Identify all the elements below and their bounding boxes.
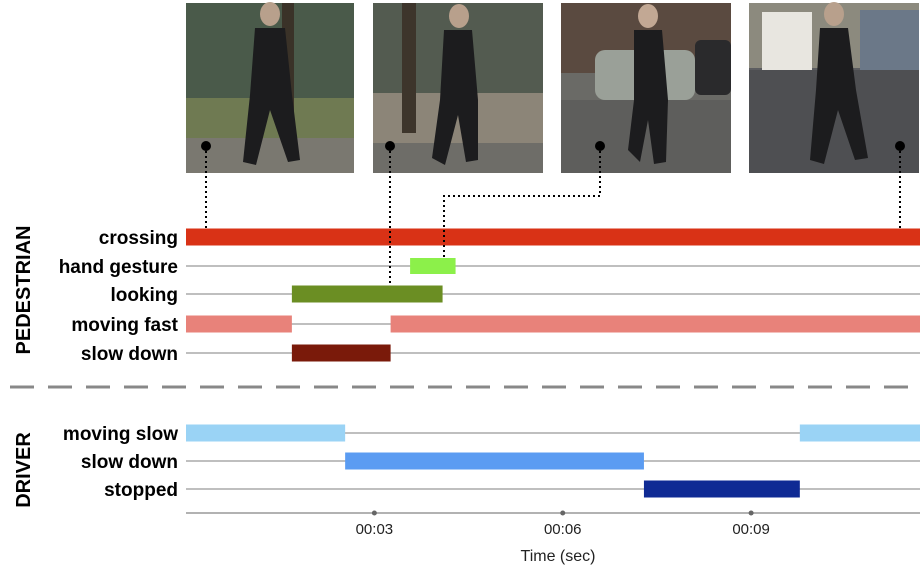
row-pedestrian-hand-gesture-label: hand gesture — [59, 257, 178, 278]
connector-frame-3-line — [443, 146, 601, 258]
row-pedestrian-moving-fast-segment-2 — [390, 315, 920, 333]
row-driver-moving-slow-segment-1 — [186, 424, 346, 442]
x-tick-label-1: 00:03 — [356, 521, 394, 538]
row-driver-stopped-segment-1 — [643, 480, 800, 498]
frame-strip — [186, 2, 919, 173]
frame-1-photo — [186, 2, 354, 173]
row-pedestrian-crossing-segment-1 — [186, 228, 920, 246]
frame-2-photo — [373, 3, 543, 173]
x-tick-mark-3 — [748, 510, 754, 516]
row-pedestrian-slow-down-segment-1 — [291, 344, 391, 362]
x-tick-label-2: 00:06 — [544, 521, 582, 538]
row-pedestrian-looking-label: looking — [110, 285, 178, 306]
row-driver-moving-slow-segment-2 — [799, 424, 920, 442]
row-pedestrian-moving-fast-label: moving fast — [71, 315, 178, 336]
connector-frame-2-dot — [385, 141, 395, 151]
x-axis-title: Time (sec) — [521, 548, 596, 565]
row-pedestrian-looking-segment-1 — [291, 285, 443, 303]
frame-connectors — [201, 141, 905, 286]
frame-3-photo — [561, 3, 731, 173]
x-tick-label-3: 00:09 — [732, 521, 770, 538]
row-driver-slow-down-segment-1 — [345, 452, 644, 470]
row-pedestrian-slow-down-label: slow down — [81, 344, 178, 365]
row-pedestrian-hand-gesture-segment-1 — [410, 258, 456, 274]
connector-frame-1-dot — [201, 141, 211, 151]
row-driver-stopped-label: stopped — [104, 480, 178, 501]
row-driver-moving-slow-label: moving slow — [63, 424, 178, 445]
row-pedestrian-crossing-label: crossing — [99, 228, 178, 249]
frame-4-photo — [749, 2, 919, 173]
connector-frame-4-dot — [895, 141, 905, 151]
group-label-driver: DRIVER — [13, 432, 35, 508]
row-driver-slow-down-label: slow down — [81, 452, 178, 473]
x-tick-mark-1 — [371, 510, 377, 516]
connector-frame-3-dot — [595, 141, 605, 151]
x-tick-mark-2 — [560, 510, 566, 516]
group-label-pedestrian: PEDESTRIAN — [13, 226, 35, 355]
row-pedestrian-moving-fast-segment-1 — [186, 315, 292, 333]
